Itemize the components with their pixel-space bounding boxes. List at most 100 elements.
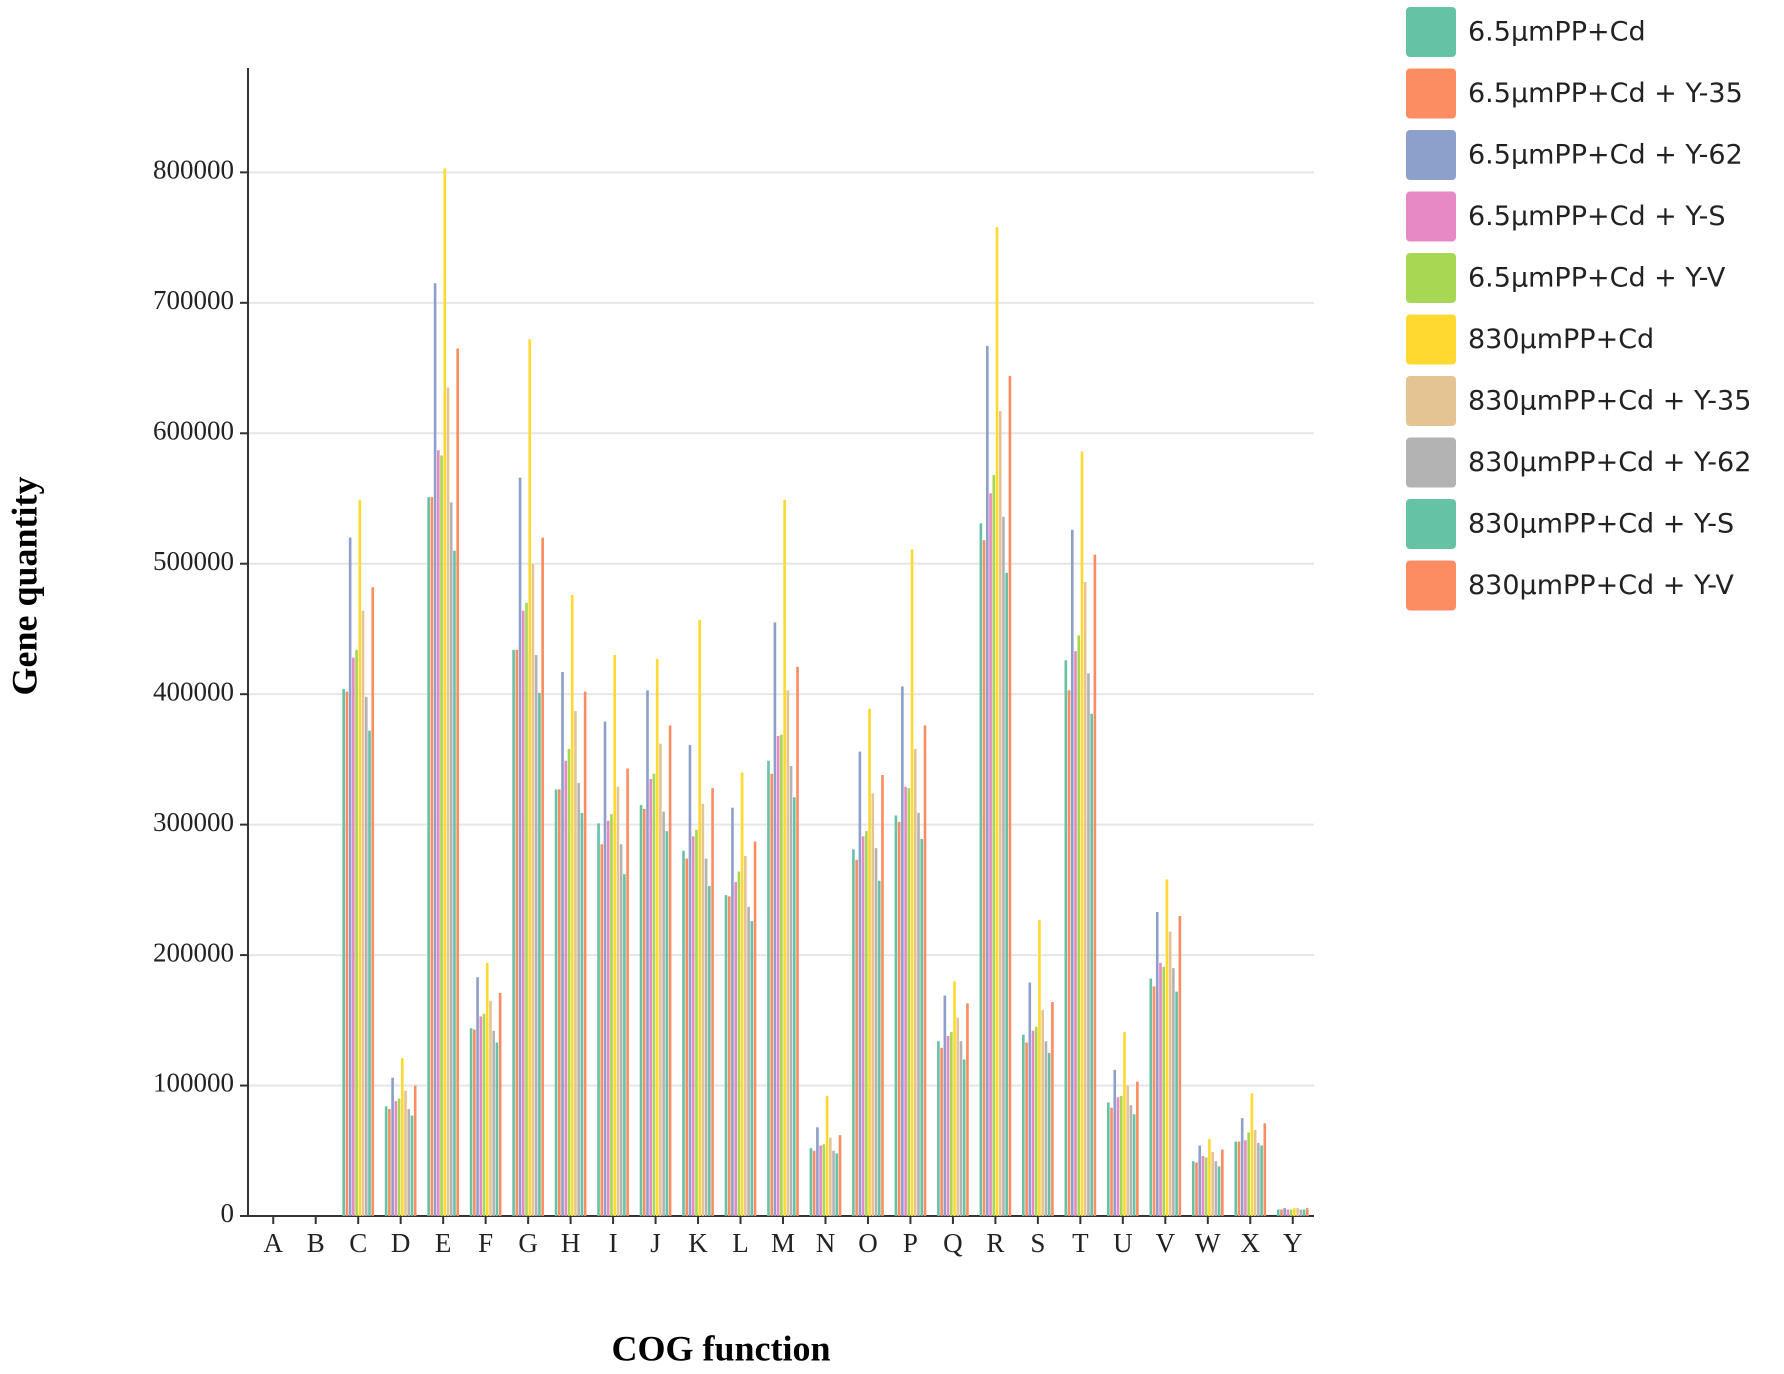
y-tick-label: 500000	[153, 546, 234, 576]
bar	[521, 610, 525, 1216]
bar	[907, 788, 911, 1216]
bar	[1028, 982, 1032, 1216]
bar	[489, 1000, 492, 1216]
bar	[525, 602, 528, 1216]
x-tick-label: U	[1113, 1228, 1133, 1258]
bar	[1165, 879, 1169, 1216]
bar	[832, 1150, 835, 1216]
bar	[979, 523, 983, 1216]
bar	[1162, 966, 1166, 1216]
bar	[646, 690, 649, 1216]
bar	[949, 1032, 953, 1216]
bar	[894, 815, 898, 1216]
bar	[492, 1030, 496, 1216]
bar	[946, 1035, 950, 1216]
bar	[1149, 978, 1153, 1216]
y-axis-title: Gene quantity	[4, 476, 44, 695]
bar	[407, 1109, 411, 1216]
bar	[1204, 1157, 1208, 1216]
bar	[1022, 1034, 1025, 1216]
bar	[1119, 1095, 1123, 1216]
legend-label: 6.5μmPP+Cd + Y-62	[1468, 140, 1743, 171]
bar	[1005, 572, 1009, 1216]
bar	[639, 805, 643, 1216]
x-tick-label: G	[518, 1228, 538, 1258]
legend-swatch	[1406, 7, 1456, 57]
bar	[1263, 1123, 1267, 1216]
x-tick-label: D	[391, 1228, 411, 1258]
bar	[570, 595, 574, 1216]
bar	[1178, 915, 1182, 1216]
bar	[456, 348, 460, 1216]
bar	[995, 227, 999, 1216]
legend-label: 830μmPP+Cd	[1468, 324, 1654, 355]
bar	[1211, 1152, 1214, 1216]
bar	[538, 692, 541, 1216]
bar	[740, 772, 744, 1216]
bar	[554, 789, 558, 1216]
bar	[413, 1085, 417, 1216]
bar	[352, 657, 355, 1216]
bar	[1129, 1105, 1133, 1216]
bar	[1260, 1145, 1263, 1216]
bar	[1286, 1209, 1290, 1216]
bar	[796, 666, 799, 1216]
bar	[682, 850, 685, 1216]
bar	[1008, 375, 1012, 1216]
bar	[1041, 1009, 1045, 1216]
bar	[855, 859, 858, 1216]
bar	[704, 858, 708, 1216]
bar	[368, 730, 371, 1216]
legend-swatch	[1406, 314, 1456, 365]
y-tick-label: 700000	[153, 285, 234, 315]
bar	[355, 649, 358, 1216]
bar	[1031, 1030, 1035, 1216]
x-tick-label: A	[263, 1228, 283, 1258]
bar	[652, 773, 656, 1216]
bar	[485, 962, 489, 1216]
y-tick-label: 400000	[153, 676, 234, 706]
bar	[616, 786, 620, 1216]
bar	[1296, 1208, 1299, 1216]
bar	[364, 696, 368, 1216]
bar	[1247, 1132, 1250, 1216]
bar	[874, 848, 878, 1216]
bar	[711, 788, 714, 1216]
bar	[430, 497, 434, 1217]
bar	[959, 1041, 963, 1216]
bar	[838, 1135, 842, 1216]
bar	[623, 874, 626, 1216]
bar	[1172, 968, 1175, 1216]
bar	[901, 686, 904, 1216]
bar	[1283, 1208, 1287, 1216]
bar	[1047, 1052, 1051, 1216]
bar	[812, 1150, 816, 1216]
bar	[600, 844, 604, 1216]
bar	[495, 1042, 499, 1216]
bar	[446, 387, 450, 1216]
bar	[1257, 1142, 1260, 1216]
bar	[473, 1029, 476, 1216]
bar	[943, 995, 947, 1216]
bar	[606, 820, 610, 1216]
bar	[986, 345, 989, 1217]
bar	[1093, 554, 1097, 1216]
legend-label: 6.5μmPP+Cd	[1468, 17, 1646, 48]
x-tick-label: O	[858, 1228, 878, 1258]
bar	[982, 540, 986, 1216]
x-tick-label: Q	[943, 1228, 963, 1258]
bar	[861, 836, 865, 1216]
bar	[665, 831, 669, 1216]
bar	[780, 734, 783, 1216]
bar	[910, 549, 914, 1216]
bar	[776, 735, 780, 1216]
bar	[482, 1013, 486, 1216]
bar	[1090, 713, 1093, 1216]
bar	[613, 655, 617, 1216]
bar	[394, 1101, 398, 1216]
y-tick-label: 600000	[153, 415, 234, 445]
legend-label: 830μmPP+Cd + Y-35	[1468, 386, 1751, 417]
y-tick-label: 100000	[153, 1068, 234, 1098]
